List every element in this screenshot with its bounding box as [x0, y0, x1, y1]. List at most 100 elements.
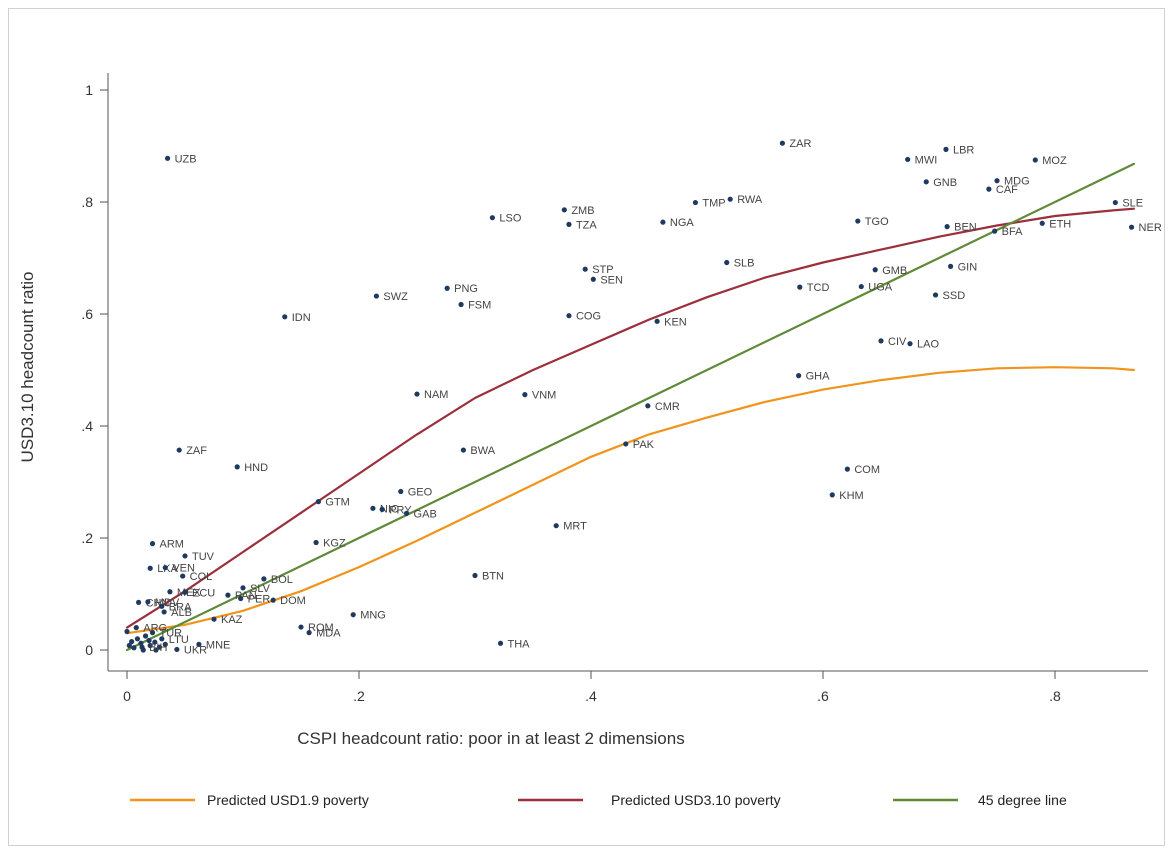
data-point — [282, 314, 288, 320]
series-line-predicted-usd3-10-poverty — [125, 207, 1136, 629]
point-label: GIN — [958, 261, 978, 273]
point-label: GEO — [408, 487, 433, 499]
y-tick-label: 1 — [85, 82, 93, 98]
point-label: BTN — [482, 571, 504, 583]
data-point — [174, 646, 180, 653]
point-label: UGA — [868, 282, 893, 294]
data-point — [460, 447, 466, 453]
x-axis-title: CSPI headcount ratio: poor in at least 2… — [297, 729, 684, 748]
point-label: NAM — [424, 389, 448, 401]
point-label: ZAF — [186, 445, 207, 457]
data-point — [147, 642, 153, 649]
point-label: ARM — [160, 539, 184, 551]
point-label: VEN — [172, 563, 195, 575]
point-label: KHM — [839, 490, 863, 502]
point-label: MDG — [1004, 176, 1030, 188]
point-label: MNE — [206, 639, 230, 651]
point-label: KEN — [664, 316, 687, 328]
point-label: PER — [248, 593, 271, 605]
point-label: CAF — [996, 184, 1018, 196]
data-point — [176, 447, 182, 453]
data-point — [497, 640, 504, 646]
point-label: SLE — [1122, 198, 1143, 210]
data-point — [313, 539, 319, 546]
point-label: HND — [244, 462, 268, 474]
point-label: GNB — [933, 177, 957, 189]
point-label: ZAR — [789, 138, 811, 150]
legend: Predicted USD1.9 poverty Predicted USD3.1… — [130, 792, 1067, 808]
series-line-45-degree-line — [125, 162, 1136, 652]
point-label: DOM — [280, 595, 306, 607]
data-point — [1112, 199, 1118, 206]
data-point — [566, 313, 572, 319]
data-point — [553, 523, 559, 529]
data-point — [165, 155, 171, 161]
point-label: COG — [576, 311, 601, 323]
point-label: IDN — [292, 312, 311, 324]
data-point — [182, 589, 188, 595]
data-point — [796, 373, 802, 379]
point-label: GTM — [325, 497, 349, 509]
point-label: SLV — [250, 583, 271, 595]
y-tick-label: .2 — [81, 530, 93, 546]
y-tick-label: .6 — [81, 306, 93, 322]
data-point — [147, 565, 153, 571]
data-point — [152, 639, 158, 645]
data-point — [878, 338, 884, 344]
y-tick-label: 0 — [85, 642, 93, 658]
data-point — [238, 595, 244, 602]
point-label: CIV — [888, 336, 907, 348]
data-point — [182, 553, 188, 559]
point-label: GMB — [882, 265, 907, 277]
point-label: KAZ — [221, 614, 243, 626]
data-point — [162, 641, 168, 648]
data-point — [379, 506, 385, 513]
data-point — [986, 186, 992, 192]
data-point — [645, 403, 651, 409]
point-label: MWI — [915, 154, 938, 166]
data-point — [298, 624, 304, 630]
data-point — [943, 146, 949, 152]
data-point — [159, 603, 165, 609]
data-point — [261, 576, 267, 582]
point-label: COL — [190, 571, 213, 583]
point-label: TUR — [160, 628, 183, 640]
legend-label: Predicted USD3.10 poverty — [611, 792, 781, 808]
data-point — [907, 341, 913, 347]
data-point — [489, 215, 495, 221]
data-point — [522, 392, 528, 398]
point-label: RWA — [737, 194, 763, 206]
point-label: MEX — [177, 587, 202, 599]
data-point — [149, 541, 156, 547]
point-label: LBR — [953, 144, 974, 156]
data-point — [398, 488, 404, 495]
data-point — [370, 505, 376, 511]
point-label: ARG — [143, 623, 167, 635]
point-label: SLB — [734, 257, 755, 269]
x-tick-label: .4 — [585, 688, 597, 704]
point-label: NER — [1139, 222, 1162, 234]
point-label: TGO — [865, 216, 889, 228]
data-point — [623, 441, 629, 447]
data-point — [225, 592, 231, 598]
data-point — [156, 644, 163, 650]
point-label: BOL — [271, 574, 293, 586]
point-label: SSD — [943, 290, 966, 302]
data-point — [566, 221, 572, 227]
axes — [107, 73, 1148, 672]
point-label: LKA — [157, 563, 178, 575]
x-tick-label: .2 — [353, 688, 365, 704]
point-label: MOZ — [1042, 155, 1067, 167]
data-point — [161, 609, 167, 615]
data-point — [124, 628, 130, 635]
data-point — [660, 219, 666, 225]
point-label: LTU — [169, 634, 189, 646]
data-point — [948, 263, 954, 269]
point-label: LAO — [917, 339, 939, 351]
data-point — [270, 597, 276, 603]
data-point — [306, 630, 312, 636]
legend-label: 45 degree line — [978, 792, 1067, 808]
point-label: GAB — [414, 508, 437, 520]
data-point — [162, 565, 168, 571]
point-label: ECU — [192, 587, 215, 599]
